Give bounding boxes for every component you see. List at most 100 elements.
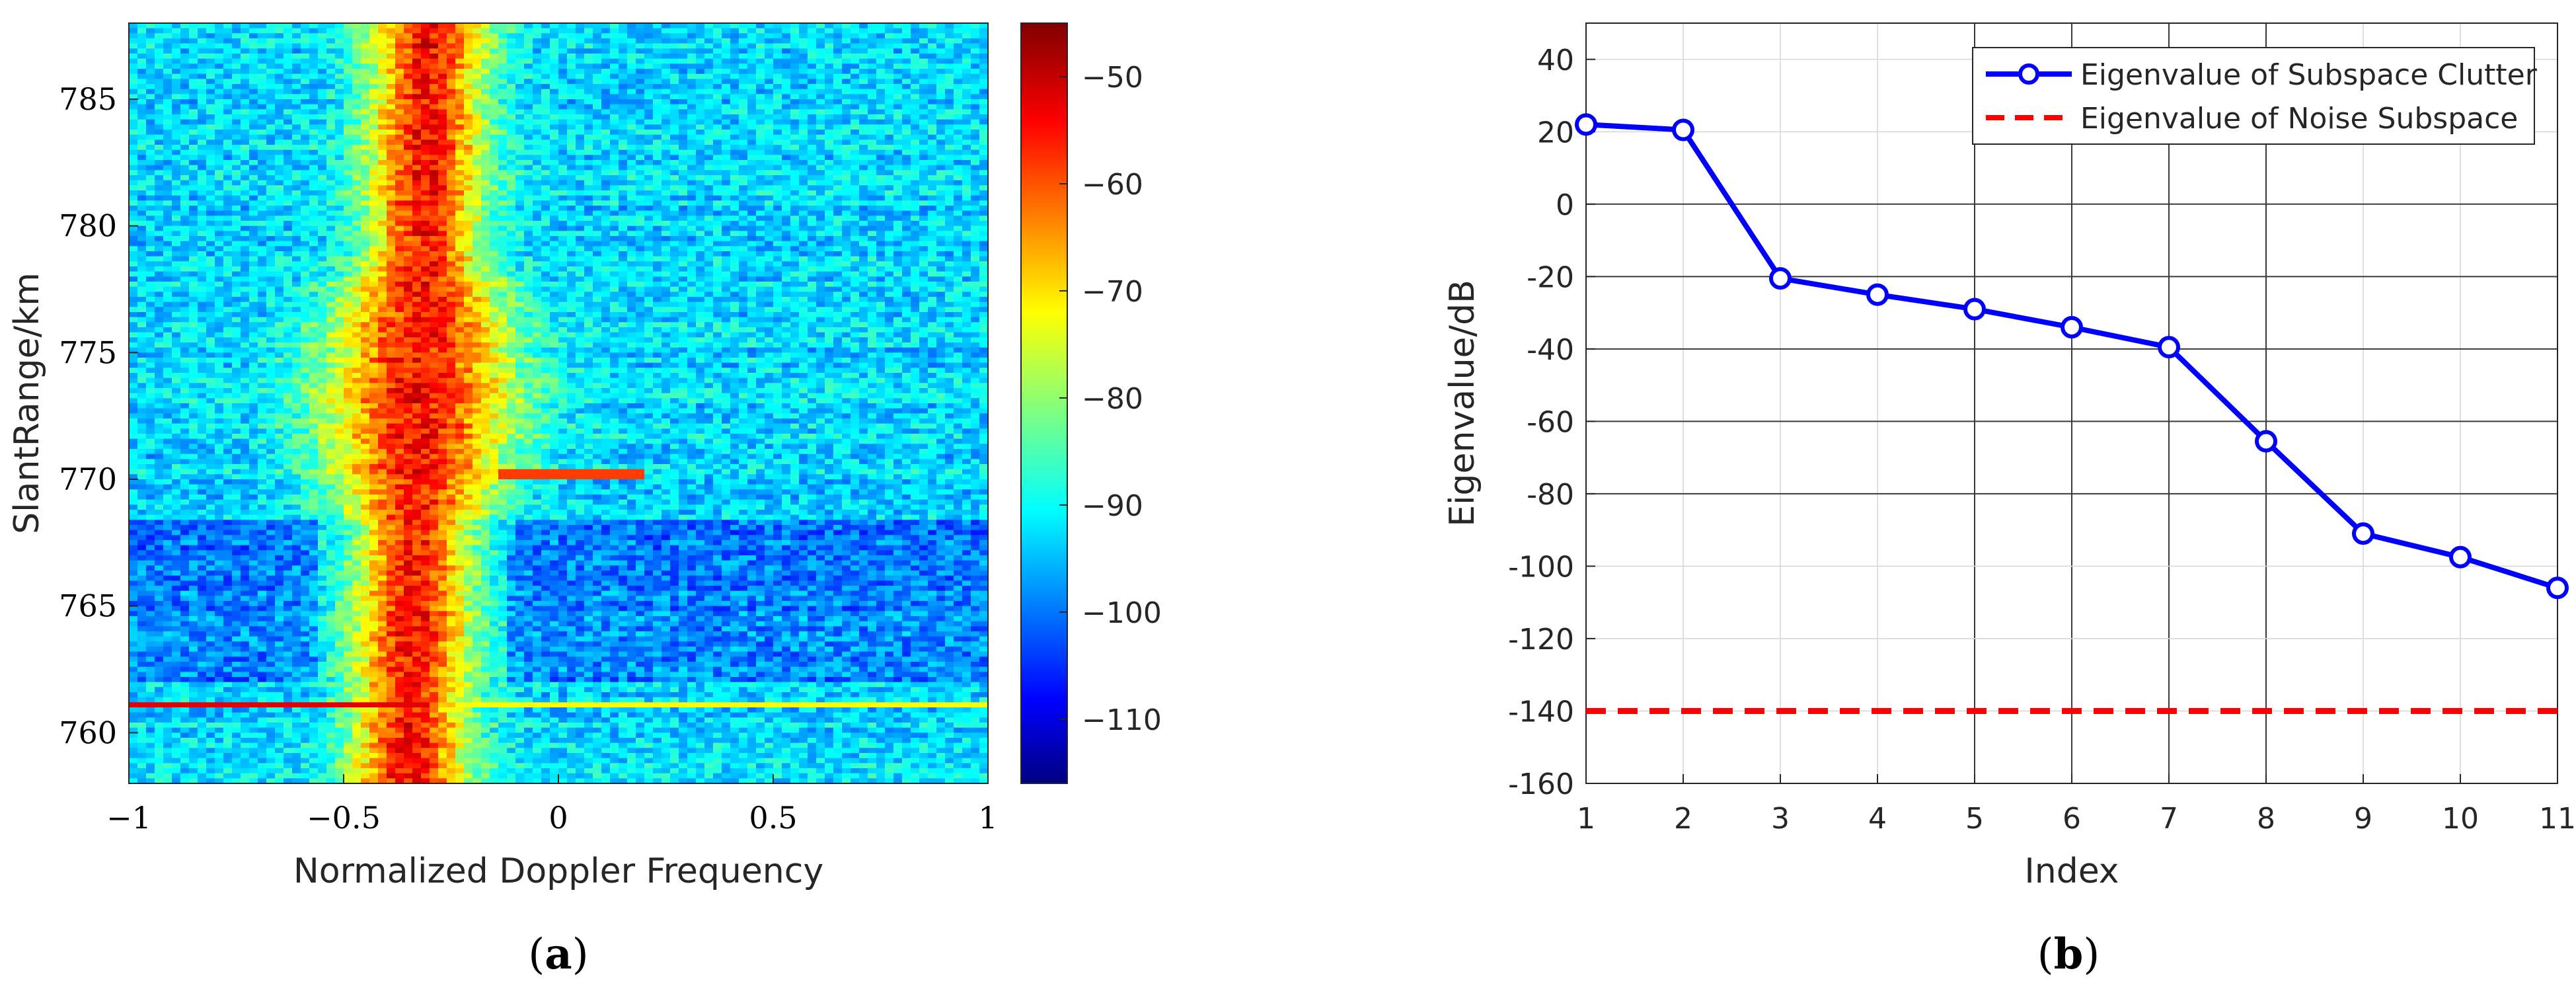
heatmap-cell [404,23,413,29]
heatmap-cell [747,114,757,120]
heatmap-cell [593,231,602,237]
heatmap-cell [301,48,310,54]
heatmap-cell [730,180,739,186]
heatmap-cell [808,185,817,191]
heatmap-cell [412,190,422,196]
heatmap-cell [318,271,327,277]
heatmap-cell [558,170,568,176]
heatmap-cell [936,114,946,120]
heatmap-cell [893,195,903,201]
heatmap-cell [704,210,714,216]
heatmap-cell [876,251,886,257]
heatmap-cell [266,79,276,85]
heatmap-cell [455,124,465,130]
heatmap-cell [954,63,963,69]
heatmap-cell [249,114,258,120]
heatmap-cell [558,114,568,120]
heatmap-image [129,23,988,783]
heatmap-cell [352,38,361,44]
heatmap-cell [473,160,482,166]
heatmap-cell [361,271,370,277]
heatmap-cell [558,94,568,100]
heatmap-cell [361,145,370,151]
heatmap-cell [816,73,825,79]
heatmap-cell [369,256,379,262]
heatmap-cell [430,79,439,85]
heatmap-cell [249,79,258,85]
heatmap-cell [137,94,147,100]
heatmap-cell [404,206,413,212]
heatmap-cell [954,200,963,206]
heatmap-cell [258,94,267,100]
heatmap-cell [163,180,172,186]
heatmap-cell [842,104,851,110]
heatmap-cell [447,48,456,54]
heatmap-cell [851,149,860,155]
heatmap-cell [266,149,276,155]
heatmap-cell [954,94,963,100]
heatmap-cell [292,210,301,216]
heatmap-cell [644,155,654,161]
heatmap-cell [816,190,825,196]
heatmap-cell [919,216,928,221]
heatmap-cell [696,43,705,49]
heatmap-cell [369,251,379,257]
heatmap-cell [232,99,241,105]
heatmap-cell [395,241,404,247]
heatmap-cell [206,48,215,54]
heatmap-cell [619,246,628,252]
heatmap-cell [962,155,971,161]
heatmap-cell [395,271,404,277]
heatmap-cell [610,104,619,110]
heatmap-cell [215,104,224,110]
heatmap-cell [945,175,954,181]
heatmap-cell [421,43,430,49]
heatmap-cell [954,139,963,145]
heatmap-cell [722,246,731,252]
heatmap-cell [498,216,508,221]
heatmap-cell [249,266,258,272]
heatmap-cell [636,195,645,201]
heatmap-cell [851,261,860,267]
heatmap-cell [936,28,946,34]
heatmap-cell [455,190,465,196]
heatmap-cell [524,165,533,171]
heatmap-cell [679,190,688,196]
heatmap-cell [464,225,473,231]
heatmap-cell [464,256,473,262]
heatmap-cell [215,130,224,136]
heatmap-cell [739,124,748,130]
heatmap-cell [249,155,258,161]
heatmap-cell [593,200,602,206]
heatmap-cell [146,271,155,277]
heatmap-cell [275,84,284,90]
heatmap-cell [275,225,284,231]
heatmap-cell [180,99,190,105]
heatmap-cell [180,236,190,242]
heatmap-cell [842,241,851,247]
heatmap-cell [945,261,954,267]
heatmap-cell [576,241,585,247]
heatmap-cell [662,104,671,110]
heatmap-cell [859,195,868,201]
heatmap-cell [198,149,207,155]
heatmap-cell [189,145,198,151]
heatmap-cell [129,251,138,257]
heatmap-cell [430,231,439,237]
heatmap-cell [249,28,258,34]
heatmap-cell [129,130,138,136]
heatmap-cell [180,160,190,166]
heatmap-cell [163,216,172,221]
heatmap-cell [137,130,147,136]
heatmap-cell [696,251,705,257]
heatmap-cell [249,119,258,125]
heatmap-cell [515,175,525,181]
heatmap-cell [326,79,336,85]
heatmap-cell [919,69,928,75]
heatmap-cell [292,216,301,221]
heatmap-cell [644,94,654,100]
heatmap-cell [292,185,301,191]
heatmap-cell [747,256,757,262]
heatmap-cell [421,266,430,272]
heatmap-cell [146,139,155,145]
